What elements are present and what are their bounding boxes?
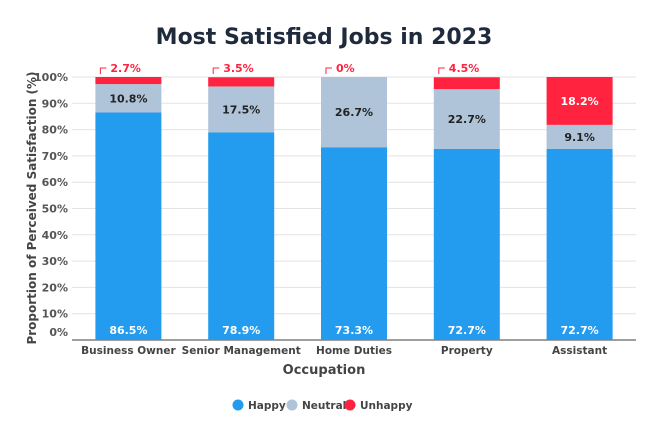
y-axis-label: Proportion of Perceived Satisfaction (%)	[25, 71, 39, 344]
callout-line	[212, 67, 220, 74]
y-tick-label: 40%	[42, 229, 68, 242]
y-tick-label: 10%	[42, 308, 68, 321]
legend-label: Unhappy	[360, 400, 413, 412]
y-tick-label: 90%	[42, 97, 68, 110]
data-label: 2.7%	[110, 62, 141, 75]
bar-happy	[546, 148, 613, 340]
data-label: 86.5%	[109, 324, 147, 337]
bar-happy	[95, 112, 162, 340]
legend-label: Happy	[248, 400, 286, 412]
legend-marker-happy	[232, 399, 244, 411]
x-tick-label: Senior Management	[182, 345, 301, 357]
y-tick-label: 30%	[42, 255, 68, 268]
bar-happy	[208, 132, 275, 340]
data-label: 78.9%	[222, 324, 260, 337]
callout-line	[325, 67, 332, 74]
data-label: 4.5%	[449, 62, 480, 75]
y-tick-label: 50%	[42, 203, 68, 216]
data-label: 10.8%	[109, 92, 147, 105]
y-tick-label: 70%	[42, 150, 68, 163]
y-tick-label: 80%	[42, 124, 68, 137]
bar-neutral	[321, 77, 387, 148]
bar-neutral	[208, 86, 275, 133]
bar-unhappy	[208, 77, 275, 87]
legend-label: Neutral	[302, 400, 346, 412]
data-label: 26.7%	[335, 106, 373, 119]
y-tick-label: 60%	[42, 176, 68, 189]
y-tick-label: 0%	[49, 326, 68, 339]
callout-line	[99, 67, 107, 74]
bar-neutral	[546, 124, 613, 149]
bar-happy	[433, 148, 500, 340]
y-tick-label: 100%	[34, 71, 68, 84]
x-tick-label: Home Duties	[316, 345, 392, 357]
data-label: 18.2%	[561, 95, 599, 108]
bar-happy	[321, 147, 387, 340]
data-label: 72.7%	[448, 324, 486, 337]
x-tick-label: Property	[441, 345, 493, 357]
bar-neutral	[433, 89, 500, 149]
chart-title: Most Satisfied Jobs in 2023	[156, 25, 493, 50]
data-label: 9.1%	[564, 131, 595, 144]
y-tick-label: 20%	[42, 281, 68, 294]
data-label: 72.7%	[561, 324, 599, 337]
x-axis-label: Occupation	[283, 363, 366, 378]
x-tick-label: Business Owner	[81, 345, 176, 357]
data-label: 22.7%	[448, 113, 486, 126]
callout-line	[438, 67, 445, 74]
legend-marker-unhappy	[344, 399, 356, 411]
data-label: 17.5%	[222, 103, 260, 116]
data-label: 0%	[336, 62, 355, 75]
data-label: 73.3%	[335, 324, 373, 337]
legend-marker-neutral	[286, 399, 298, 411]
x-tick-label: Assistant	[552, 345, 607, 357]
bar-unhappy	[546, 77, 613, 125]
data-label: 3.5%	[223, 62, 254, 75]
bar-unhappy	[433, 77, 500, 90]
bar-neutral	[95, 84, 162, 113]
bar-unhappy	[95, 77, 162, 85]
